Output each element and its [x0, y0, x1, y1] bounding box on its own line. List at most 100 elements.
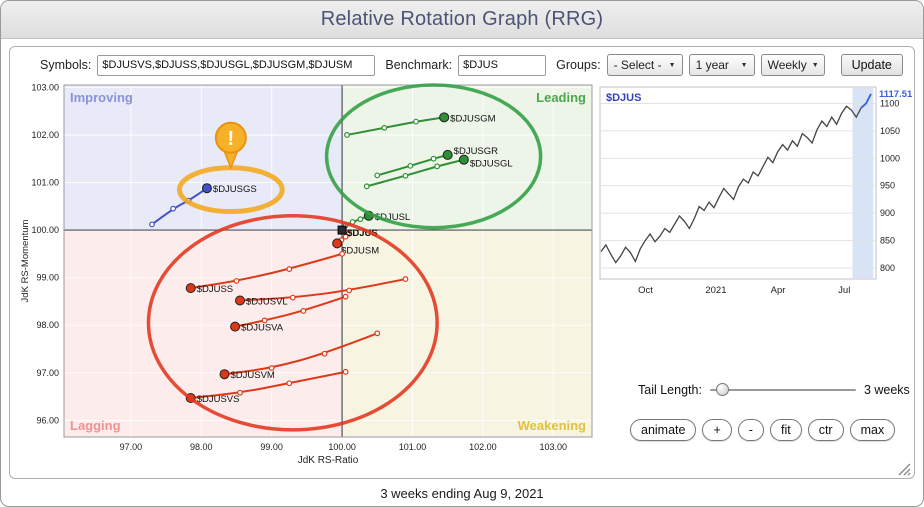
tail-point	[268, 365, 275, 371]
chart-buttons: animate + - fit ctr max	[630, 419, 896, 441]
rrg-svg[interactable]: Improving Leading Lagging Weakening 97.00 98.…	[18, 79, 598, 473]
chevron-down-icon: ▼	[811, 61, 819, 69]
tail-line	[234, 295, 346, 328]
tail-point	[233, 278, 240, 284]
y-tick-label: 97.00	[36, 368, 59, 378]
benchmark-label: Benchmark:	[385, 58, 453, 72]
tail-point	[289, 294, 296, 301]
zoom-in-button[interactable]: +	[702, 419, 732, 441]
tail-line	[151, 187, 208, 226]
symbol-marker[interactable]	[230, 321, 241, 332]
highlight-ellipse-1	[146, 214, 439, 432]
rrg-chart[interactable]: Improving Leading Lagging Weakening 97.00 98.…	[18, 79, 598, 478]
symbol-marker[interactable]	[442, 149, 453, 160]
tail-length-value: 3 weeks	[863, 383, 910, 397]
symbol-marker[interactable]	[201, 183, 212, 194]
tail-point	[286, 380, 293, 387]
y-tick-label: 102.00	[31, 130, 59, 140]
symbol-label: $DJUSGL	[470, 159, 513, 170]
tail-point	[402, 172, 409, 179]
y-tick-label: 1100	[880, 98, 899, 108]
tail-point	[321, 350, 328, 357]
toolbar: Symbols: Benchmark: Groups: - Select - ▼…	[40, 54, 903, 76]
app-header: Relative Rotation Graph (RRG)	[1, 1, 923, 39]
tail-line	[366, 158, 465, 188]
symbol-label: $DJUSS	[197, 284, 233, 295]
update-button[interactable]: Update	[840, 54, 903, 76]
tail-point	[342, 293, 349, 300]
tail-point	[407, 162, 414, 169]
tail-length-label: Tail Length:	[638, 383, 702, 397]
quadrant-weakening	[342, 230, 592, 437]
quadrant-label-weakening: Weakening	[518, 418, 586, 433]
groups-select[interactable]: - Select - ▼	[606, 54, 683, 76]
rrg-series-djuss: $DJUSS	[185, 250, 345, 295]
x-tick-label: Jul	[838, 285, 850, 296]
y-tick-label: 98.00	[36, 320, 59, 330]
symbols-input[interactable]	[97, 54, 376, 76]
tail-line	[377, 153, 448, 177]
x-tick-label: Apr	[771, 285, 786, 296]
rrg-panel: Symbols: Benchmark: Groups: - Select - ▼…	[9, 46, 915, 479]
symbol-label: $DJUSGR	[454, 146, 498, 157]
x-tick-label: 100.00	[328, 442, 356, 452]
resize-handle[interactable]	[898, 463, 911, 476]
max-button[interactable]: max	[849, 419, 896, 441]
tail-point	[342, 368, 349, 375]
rrg-series-djusva: $DJUSVA	[230, 293, 349, 334]
frequency-select-value: Weekly	[767, 58, 807, 72]
last-price-label: 1117.51	[879, 89, 913, 100]
tail-point	[170, 205, 177, 212]
price-svg[interactable]: 800 850 900 950 1000 1050 1100 Oct 2021 Apr Jul $DJ…	[598, 83, 916, 305]
x-tick-label: 97.00	[120, 442, 143, 452]
tail-point	[357, 216, 364, 223]
symbol-marker[interactable]	[332, 238, 343, 249]
symbol-marker[interactable]	[219, 369, 230, 380]
chevron-down-icon: ▼	[740, 61, 748, 69]
benchmark-marker[interactable]	[337, 225, 347, 235]
tail-point	[346, 287, 353, 294]
zoom-out-button[interactable]: -	[737, 419, 764, 441]
symbol-marker[interactable]	[439, 112, 450, 123]
tail-line	[224, 332, 378, 376]
symbol-marker[interactable]	[458, 154, 469, 165]
frequency-select[interactable]: Weekly ▼	[760, 54, 825, 76]
svg-text:!: !	[228, 128, 235, 150]
tail-point	[374, 330, 381, 337]
tail-length-slider[interactable]	[709, 383, 856, 397]
rrg-series-djusvm: $DJUSVM	[219, 330, 381, 381]
x-tick-label: 2021	[705, 285, 726, 296]
tail-point	[149, 221, 155, 228]
benchmark-price-chart[interactable]: 800 850 900 950 1000 1050 1100 Oct 2021 Apr Jul $DJ…	[598, 83, 916, 310]
tail-point	[344, 132, 350, 138]
animate-button[interactable]: animate	[630, 419, 697, 441]
tail-length-control: Tail Length: 3 weeks	[638, 383, 910, 397]
symbol-marker[interactable]	[235, 295, 245, 306]
y-tick-label: 101.00	[31, 178, 59, 188]
symbol-label: $DJUSVS	[197, 394, 240, 405]
symbol-label: $DJUSL	[375, 212, 410, 223]
benchmark-input[interactable]	[458, 54, 547, 76]
symbol-marker[interactable]	[185, 283, 196, 294]
rrg-series-djusm: $DJUSM	[332, 230, 379, 256]
alert-pin-icon: !	[214, 121, 247, 170]
symbol-label: $DJUSGM	[450, 113, 495, 124]
x-tick-label: 101.00	[399, 442, 427, 452]
period-select[interactable]: 1 year ▼	[688, 54, 755, 76]
x-tick-label: 98.00	[190, 442, 213, 452]
fit-button[interactable]: fit	[769, 419, 802, 441]
center-button[interactable]: ctr	[807, 419, 844, 441]
y-tick-label: 850	[880, 236, 895, 246]
price-plot-area	[599, 86, 877, 280]
price-line	[600, 105, 862, 264]
y-tick-label: 96.00	[36, 415, 59, 425]
tail-point	[346, 230, 353, 237]
page-title: Relative Rotation Graph (RRG)	[320, 8, 604, 30]
tail-point	[374, 172, 381, 179]
tail-point	[413, 118, 419, 125]
tail-point	[261, 317, 268, 324]
slider-knob[interactable]	[715, 383, 729, 396]
y-axis-title: JdK RS-Momentum	[20, 219, 31, 302]
chevron-down-icon: ▼	[668, 61, 676, 69]
